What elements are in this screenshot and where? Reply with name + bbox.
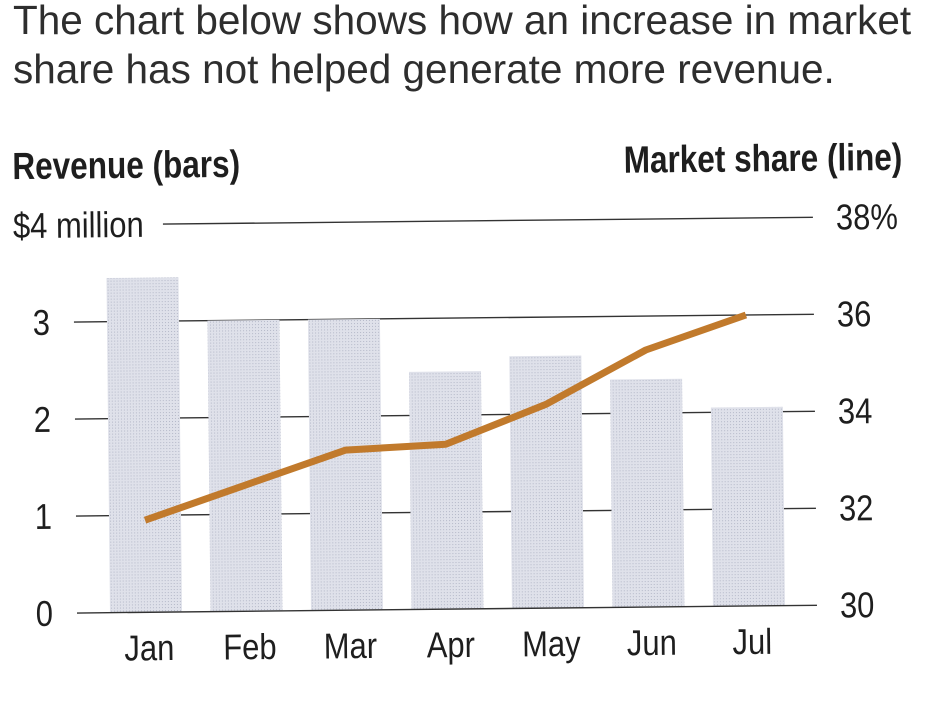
x-axis-ticks: Jan Feb Mar Apr May Jun Jul: [124, 623, 772, 669]
gridline-4: [162, 216, 813, 225]
revenue-bar-feb: [207, 319, 283, 612]
right-axis-title: Market share (line): [623, 136, 902, 181]
x-tick-label-feb: Feb: [223, 628, 277, 668]
left-axis-title: Revenue (bars): [12, 143, 240, 188]
right-tick-label-2: 34: [838, 392, 873, 432]
market-share-line: [143, 311, 748, 524]
gridline-3: [73, 313, 814, 323]
revenue-bar-may: [509, 355, 584, 609]
x-tick-label-may: May: [522, 625, 581, 665]
market-share-series: [143, 311, 748, 524]
revenue-bar-apr: [408, 371, 484, 610]
x-tick-label-jul: Jul: [732, 623, 772, 663]
combo-chart: Revenue (bars) Market share (line) 0 1 2 3 $…: [12, 136, 902, 669]
right-tick-label-3: 36: [837, 295, 872, 335]
revenue-bars: [106, 277, 785, 613]
revenue-bar-jan: [106, 277, 182, 613]
right-tick-label-4: 38%: [836, 198, 898, 238]
x-tick-label-jan: Jan: [124, 629, 174, 669]
right-tick-label-0: 30: [840, 586, 875, 626]
left-tick-label-4: $4 million: [13, 206, 144, 247]
revenue-bar-mar: [307, 318, 383, 611]
left-axis-ticks: 0 1 2 3 $4 million: [13, 206, 144, 635]
revenue-bar-jul: [710, 406, 785, 607]
revenue-bar-jun: [610, 378, 685, 608]
left-tick-label-0: 0: [36, 595, 54, 635]
x-tick-label-apr: Apr: [427, 626, 476, 666]
gridline-0: [76, 604, 817, 614]
description-line-1: The chart below shows how an increase in…: [13, 0, 911, 43]
right-tick-label-1: 32: [839, 489, 874, 529]
x-tick-label-jun: Jun: [627, 624, 677, 664]
right-axis-ticks: 30 32 34 36 38%: [836, 198, 898, 626]
left-tick-label-1: 1: [35, 498, 53, 538]
left-tick-label-3: 3: [33, 304, 51, 344]
description-line-2: share has not helped generate more reven…: [13, 46, 835, 92]
baseline: [76, 604, 817, 614]
left-tick-label-2: 2: [34, 401, 52, 441]
x-tick-label-mar: Mar: [324, 627, 378, 667]
